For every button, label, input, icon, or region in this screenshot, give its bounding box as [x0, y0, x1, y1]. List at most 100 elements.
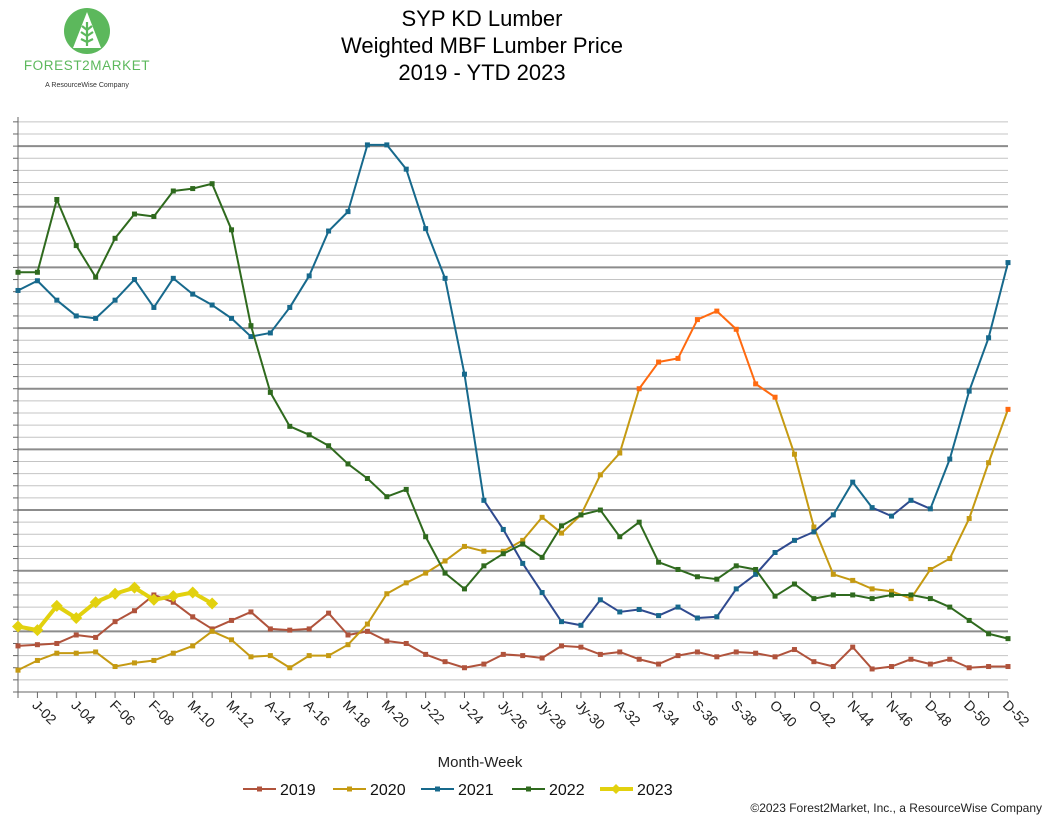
series-segment	[75, 650, 97, 655]
data-point	[306, 432, 312, 438]
data-point	[869, 666, 875, 672]
series-segment	[618, 387, 641, 455]
gridlines	[18, 121, 1008, 681]
series-segment	[677, 568, 699, 578]
legend-item-2023: 2023	[600, 782, 673, 799]
data-point	[364, 475, 370, 481]
series-segment	[482, 552, 505, 567]
series-segment	[366, 477, 388, 498]
series-segment	[482, 653, 505, 666]
data-point	[908, 592, 914, 598]
series-segment	[812, 513, 835, 533]
data-point	[869, 505, 875, 511]
x-tick-label: Jy-30	[573, 697, 609, 733]
series-segment	[618, 650, 641, 661]
data-point	[597, 597, 603, 603]
series-segment	[94, 650, 117, 668]
series-segment	[152, 652, 175, 662]
series-segment	[211, 630, 233, 641]
series-segment	[851, 646, 874, 670]
data-point	[384, 591, 390, 597]
series-segment	[948, 606, 971, 622]
data-point	[151, 213, 157, 219]
series-segment	[832, 646, 854, 668]
data-point	[306, 653, 312, 659]
series-segment	[385, 488, 408, 498]
series-segment	[521, 543, 544, 559]
series-segment	[211, 304, 233, 320]
series-segment	[172, 644, 194, 655]
data-point	[481, 661, 487, 667]
x-tick-label: M-20	[379, 697, 413, 731]
data-point	[520, 541, 526, 547]
data-point	[927, 596, 933, 602]
series-segment	[851, 579, 874, 590]
series-segment	[114, 278, 136, 302]
legend-item-2021: 2021	[421, 782, 494, 799]
data-point	[1005, 636, 1011, 642]
data-point	[461, 371, 467, 377]
data-point	[461, 586, 467, 592]
legend-item-2019: 2019	[243, 782, 316, 799]
series-segment	[871, 506, 893, 518]
data-point	[986, 664, 992, 670]
data-point	[423, 226, 429, 232]
series-segment	[948, 658, 971, 669]
data-point	[927, 506, 933, 512]
data-point	[229, 637, 235, 643]
series-segment	[230, 228, 252, 327]
data-point	[209, 628, 215, 634]
data-point	[850, 644, 856, 650]
series-segment	[405, 488, 427, 538]
series-segment	[347, 143, 369, 213]
series-segment	[55, 299, 78, 317]
series-segment	[191, 630, 214, 647]
series-segment	[230, 638, 252, 658]
data-point	[384, 142, 390, 148]
data-point	[151, 657, 157, 663]
series-segment	[677, 318, 699, 360]
series-segment	[657, 606, 679, 617]
x-tick-label: N-44	[845, 697, 878, 730]
x-tick-label: F-06	[107, 697, 139, 729]
series-segment	[774, 583, 796, 598]
data-point	[539, 514, 545, 520]
data-point	[131, 608, 137, 614]
data-point	[34, 278, 40, 284]
data-point	[675, 355, 681, 361]
series-segment	[269, 391, 291, 428]
data-point	[112, 297, 118, 303]
data-point	[306, 626, 312, 632]
logo-tagline: A ResourceWise Company	[45, 82, 129, 89]
data-point	[112, 235, 118, 241]
series-segment	[191, 615, 214, 630]
series-segment	[133, 659, 155, 664]
x-tick-label: D-48	[922, 697, 955, 730]
data-point	[423, 534, 429, 540]
data-point	[559, 530, 565, 536]
series-segment	[17, 659, 39, 672]
data-point	[461, 543, 467, 549]
data-point	[559, 619, 565, 625]
series-segment	[657, 654, 679, 666]
series-segment	[308, 433, 330, 447]
x-tick-label: Jy-28	[534, 697, 570, 733]
data-point	[209, 302, 215, 308]
x-tick-label: A-34	[650, 697, 682, 729]
data-point	[559, 643, 565, 649]
data-point	[287, 665, 293, 671]
series-segment	[696, 310, 718, 321]
series-segment	[385, 143, 408, 171]
data-point	[559, 523, 565, 529]
legend: 2019 2020 2021 2022 2023	[243, 782, 673, 799]
legend-marker	[435, 786, 440, 792]
data-point	[811, 524, 817, 530]
series-segment	[735, 564, 757, 571]
data-point	[481, 548, 487, 554]
data-point	[656, 559, 662, 565]
data-point	[34, 269, 40, 275]
data-point	[966, 388, 972, 394]
series-segment	[735, 573, 757, 590]
series-segment	[715, 310, 738, 331]
series-segment	[696, 650, 718, 658]
